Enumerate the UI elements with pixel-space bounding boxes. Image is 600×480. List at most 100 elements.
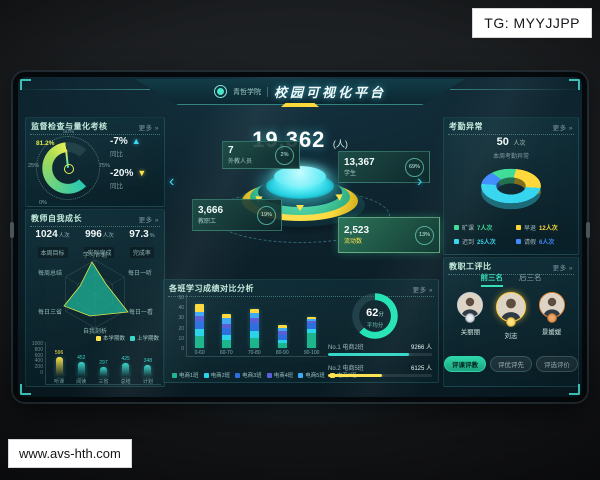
card-label: 流动数 (344, 239, 363, 245)
bar-segment (195, 335, 205, 348)
bar-segment (307, 333, 317, 348)
stat-unit: 人次 (58, 233, 70, 239)
stat-value: 996 (85, 229, 102, 240)
panel-title: 教职工评比 (449, 262, 492, 271)
bar (77, 362, 85, 377)
total-unit: 人次 (513, 141, 526, 147)
medal-gold-icon (505, 317, 516, 327)
stat-card-mobility[interactable]: 2,523 流动数 13% (338, 217, 440, 253)
total-unit: (人) (332, 139, 348, 149)
stacked-bar-group: 70-80 (248, 308, 261, 356)
total-label: 本周考勤异常 (492, 154, 529, 160)
gauge-tick: 75% (98, 163, 110, 169)
divider (448, 274, 574, 275)
stat-label: 本周目标 (37, 247, 68, 258)
bar-value: 425 (121, 356, 130, 362)
trend-down-icon (137, 169, 146, 178)
radar-chart: 学习计划 每日一听 每日一看 自我剖析 每日三省 每周总结 (38, 251, 153, 334)
axis-tick: 30 (178, 315, 184, 322)
average-score-donut: 62分 平均分 (352, 293, 398, 339)
attendance-donut-chart (481, 156, 541, 216)
more-link[interactable]: 更多 » (138, 124, 159, 132)
bar-segment (277, 342, 287, 348)
watermark-telegram: TG: MYYJJPP (472, 8, 592, 38)
axis-label: 三省 (98, 379, 109, 385)
legend-swatch-icon (203, 372, 209, 378)
legend-value: 12人次 (539, 226, 558, 232)
trend-label: 同比 (110, 183, 123, 190)
bar-group: 452 阅读 (76, 342, 86, 386)
panel-class-scores: 各班学习成绩对比分析 更多 » 50 40 30 20 10 0 0-60 60-70 70-… (163, 279, 439, 383)
gauge-hub (64, 164, 74, 174)
legend-value: 25人次 (477, 240, 496, 246)
bar-value: 452 (77, 355, 86, 361)
chevron-right-icon[interactable] (417, 173, 422, 191)
school-logo-icon (213, 85, 227, 98)
card-percent: 69% (408, 164, 420, 170)
axis-label: 计划 (142, 379, 153, 385)
person-card[interactable]: 景媛媛 (535, 292, 569, 340)
panel-teacher-growth: 教师自我成长 更多 » 1024人次 本周目标 996人次 实际完成 97.3%… (25, 209, 165, 387)
more-link[interactable]: 更多 » (552, 124, 573, 132)
stat-label: 实际完成 (84, 247, 115, 258)
header-notch (281, 103, 319, 107)
axis-tick: 1000 (31, 341, 43, 347)
radar-label: 每周总结 (38, 269, 62, 277)
panel-title: 教师自我成长 (31, 214, 82, 223)
legend-label: 上学期数 (136, 336, 159, 342)
panel-attendance: 考勤异常 更多 » 50 人次 本周考勤异常 旷课 7人次 早退 12人次 迟到 25人次… (443, 117, 579, 255)
trend-stat: -20% 同比 (110, 168, 156, 190)
rating-tab[interactable]: 后三名 (519, 273, 542, 282)
average-label: 平均分 (366, 323, 384, 329)
monitor-reflection (90, 404, 510, 438)
rating-filter-button[interactable]: 评优评先 (490, 356, 532, 372)
ranking-bar (328, 374, 432, 377)
gauge-tick: 50% (63, 129, 75, 135)
bar (99, 367, 107, 377)
stat-card-students[interactable]: 13,367 学生 69% (338, 151, 430, 183)
bar-segment (221, 317, 231, 325)
bar-segment (307, 320, 317, 324)
chevron-left-icon[interactable] (169, 173, 174, 191)
axis-tick: 0 (40, 369, 43, 376)
gauge-tick: 25% (28, 163, 40, 169)
class-rankings: No.1 电商2班 9266 人 No.2 电商5班 6125 人 (328, 342, 432, 384)
person-card[interactable]: 刘志 (494, 292, 528, 340)
axis-tick: 50 (178, 295, 184, 301)
stat-card-staff[interactable]: 3,666 教职工 19% (192, 199, 282, 231)
bar-segment (249, 308, 259, 313)
legend-label: 电商2班 (210, 373, 231, 379)
divider (168, 296, 434, 297)
more-link[interactable]: 更多 » (412, 286, 433, 294)
ranking-bar (328, 353, 432, 356)
radar-area (63, 261, 129, 317)
chart-legend: 旷课 7人次 早退 12人次 迟到 25人次 请假 6人次 (454, 223, 574, 246)
stat-label: 完成率 (129, 247, 154, 258)
card-percent-ring: 19% (257, 205, 276, 225)
bar-segment (221, 313, 231, 318)
bar (144, 365, 152, 377)
stat-card-foreign-teachers[interactable]: 7 外教人员 2% (222, 141, 300, 169)
donut-ring (352, 293, 398, 339)
axis-tick: 40 (178, 305, 184, 312)
total-value: 50 (496, 136, 509, 148)
rating-filter-button[interactable]: 评选评价 (536, 356, 578, 372)
card-percent-ring: 2% (275, 145, 294, 165)
axis-tick: 600 (34, 352, 43, 359)
more-link[interactable]: 更多 » (552, 264, 573, 272)
person-card[interactable]: 关丽丽 (453, 292, 487, 340)
average-unit: 分 (378, 312, 384, 318)
card-value: 13,367 (344, 157, 375, 168)
card-value: 7 (228, 145, 234, 156)
more-link[interactable]: 更多 » (138, 216, 159, 224)
dashboard-screen: 青哲学院 校园可视化平台 监督检查与量化考核 更多 » 81.2% 0% 25%… (18, 77, 582, 397)
bezel-clip-right (586, 222, 590, 238)
bar-segment (195, 311, 205, 316)
stat-completion-rate: 97.3% 完成率 (129, 224, 155, 260)
trend-stat: -7% 同比 (110, 136, 156, 158)
rating-filter-button[interactable]: 评课评教 (444, 356, 486, 372)
attendance-total: 50 人次 本周考勤异常 (444, 132, 578, 160)
legend-item: 旷课 7人次 (454, 223, 512, 232)
rating-tab[interactable]: 前三名 (480, 272, 503, 287)
panel-staff-rating: 教职工评比 更多 » 前三名 后三名 关丽丽 刘志 景媛媛 评课评教 评优评先 评选评价 (443, 257, 579, 387)
